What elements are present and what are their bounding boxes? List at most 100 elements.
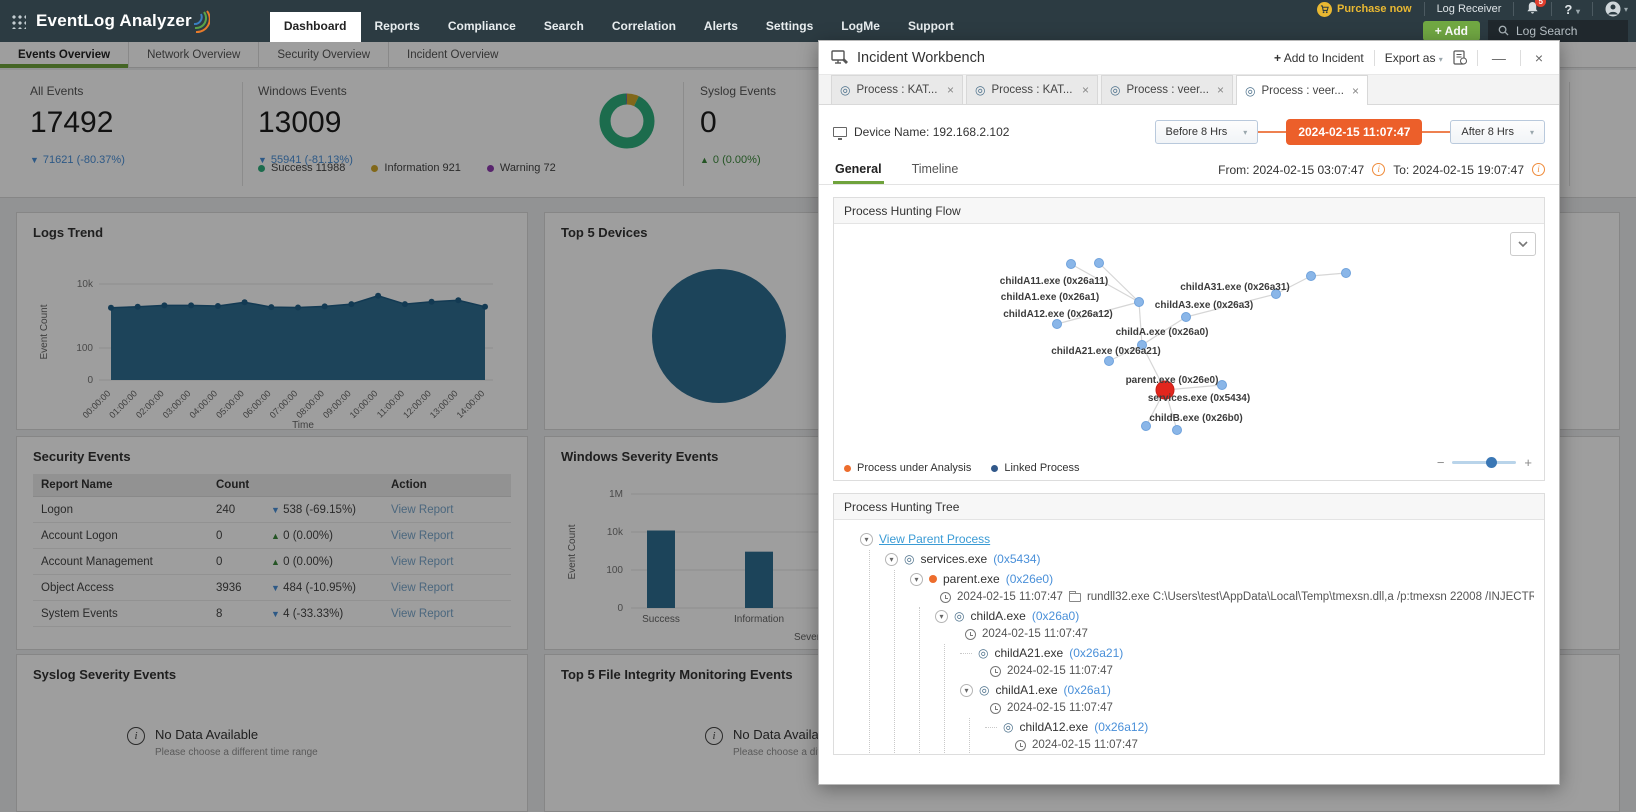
- tab-network-overview[interactable]: Network Overview: [129, 41, 260, 68]
- after-hours-dropdown[interactable]: After 8 Hrs ▾: [1450, 120, 1545, 144]
- add-to-incident-button[interactable]: + Add to Incident: [1274, 50, 1364, 65]
- zoom-slider-thumb[interactable]: [1486, 457, 1498, 468]
- close-tab-icon[interactable]: ×: [1351, 83, 1359, 98]
- close-button[interactable]: ×: [1534, 49, 1543, 66]
- menu-dashboard[interactable]: Dashboard: [269, 12, 361, 42]
- linked-process-node[interactable]: [1137, 340, 1147, 350]
- process-node-label: childA1.exe (0x26a1): [1001, 292, 1099, 303]
- view-parent-process-link[interactable]: View Parent Process: [879, 532, 991, 546]
- log-search-box[interactable]: Log Search: [1488, 19, 1628, 42]
- tab-security-overview[interactable]: Security Overview: [259, 41, 390, 68]
- add-button[interactable]: + Add: [1422, 20, 1480, 41]
- logs-trend-chart: Event Count Time 10k100000:00:0001:00:00…: [39, 279, 493, 431]
- purchase-now-link[interactable]: Purchase now: [1316, 1, 1412, 17]
- tab-timeline[interactable]: Timeline: [911, 161, 959, 176]
- minimize-button[interactable]: —: [1491, 49, 1506, 66]
- close-tab-icon[interactable]: ×: [1216, 83, 1224, 97]
- view-report-link[interactable]: View Report: [391, 503, 454, 516]
- view-report-link[interactable]: View Report: [391, 529, 454, 542]
- tree-collapse-toggle[interactable]: ▾: [960, 683, 973, 697]
- workbench-tabstrip: ◎ Process : KAT... × ◎ Process : KAT... …: [819, 75, 1559, 105]
- info-icon[interactable]: i: [1372, 163, 1386, 176]
- linked-process-node[interactable]: [1341, 268, 1351, 278]
- clock-icon: [990, 665, 1001, 677]
- process-tab-4[interactable]: ◎ Process : veer... ×: [1236, 75, 1368, 105]
- pivot-time-button[interactable]: 2024-02-15 11:07:47: [1286, 119, 1423, 145]
- notifications-bell-icon[interactable]: 5: [1526, 0, 1547, 18]
- process-handle-link[interactable]: (0x26a1): [1063, 683, 1111, 697]
- process-flow-graph: childA11.exe (0x26a11) childA1.exe (0x26a…: [1000, 258, 1351, 435]
- menu-settings[interactable]: Settings: [765, 19, 814, 33]
- process-handle-link[interactable]: (0x26a0): [1031, 609, 1080, 623]
- user-menu[interactable]: ▾: [1605, 1, 1628, 17]
- info-icon[interactable]: i: [1532, 163, 1545, 176]
- process-node-label: childA21.exe (0x26a21): [1051, 346, 1161, 357]
- export-as-button[interactable]: Export as ▾: [1384, 50, 1443, 65]
- process-handle-link[interactable]: (0x26e0): [1005, 572, 1054, 586]
- menu-support[interactable]: Support: [907, 19, 954, 33]
- view-report-link[interactable]: View Report: [391, 607, 454, 620]
- view-report-link[interactable]: View Report: [391, 581, 454, 594]
- process-tab-1[interactable]: ◎ Process : KAT... ×: [831, 75, 963, 104]
- linked-process-node[interactable]: [1172, 425, 1182, 435]
- zoom-in-icon[interactable]: +: [1524, 455, 1532, 470]
- menu-logme[interactable]: LogMe: [841, 19, 880, 33]
- menu-correlation[interactable]: Correlation: [611, 19, 676, 33]
- linked-process-node[interactable]: [1052, 319, 1062, 329]
- menu-alerts[interactable]: Alerts: [703, 19, 738, 33]
- tab-incident-overview[interactable]: Incident Overview: [407, 48, 499, 61]
- linked-process-node[interactable]: [1134, 297, 1144, 307]
- close-tab-icon[interactable]: ×: [946, 83, 954, 97]
- tree-collapse-toggle[interactable]: ▾: [910, 572, 923, 586]
- table-row: Logon 240 ▼ 538 (-69.15%) View Report: [33, 496, 511, 523]
- trend-down-icon: ▼: [258, 155, 267, 165]
- linked-process-node[interactable]: [1094, 258, 1104, 268]
- tree-collapse-toggle[interactable]: ▾: [885, 552, 898, 566]
- process-icon: ◎: [954, 609, 965, 623]
- linked-process-node[interactable]: [1104, 356, 1114, 366]
- analysis-process-node[interactable]: [1155, 380, 1175, 400]
- zoom-out-icon[interactable]: −: [1436, 455, 1445, 470]
- security-events-table: Report Name Count Action Logon 240 ▼ 538 …: [33, 474, 511, 627]
- syslog-events-value: 0: [700, 106, 717, 139]
- linked-process-node[interactable]: [1066, 259, 1076, 269]
- tree-row-childA1: ▾ ◎ childA1.exe (0x26a1): [960, 681, 1534, 699]
- svg-text:0: 0: [617, 603, 623, 614]
- linked-process-node[interactable]: [1306, 271, 1316, 281]
- process-tab-2[interactable]: ◎ Process : KAT... ×: [966, 75, 1098, 104]
- process-icon: ◎: [904, 552, 915, 566]
- process-handle-link[interactable]: (0x26a12): [1094, 720, 1149, 734]
- menu-search[interactable]: Search: [543, 19, 584, 33]
- tree-collapse-toggle[interactable]: ▾: [935, 609, 948, 623]
- collapse-flow-button[interactable]: [1510, 232, 1536, 256]
- process-icon: ◎: [840, 83, 851, 97]
- log-receiver-link[interactable]: Log Receiver: [1436, 3, 1502, 15]
- view-report-link[interactable]: View Report: [391, 555, 454, 568]
- trend-up-icon: ▲: [700, 155, 709, 165]
- process-tab-3[interactable]: ◎ Process : veer... ×: [1101, 75, 1233, 104]
- apps-grid-icon[interactable]: [10, 13, 26, 29]
- tree-row-view-parent: ▾ View Parent Process: [860, 530, 1534, 548]
- menu-reports[interactable]: Reports: [374, 19, 420, 33]
- windows-events-legend: Success 11988 Information 921 Warning 72: [258, 162, 556, 174]
- process-handle-link[interactable]: (0x5434): [993, 552, 1041, 566]
- linked-process-node[interactable]: [1217, 380, 1227, 390]
- linked-process-node[interactable]: [1271, 289, 1281, 299]
- zoom-slider[interactable]: − +: [1437, 455, 1532, 470]
- process-flow-canvas[interactable]: childA11.exe (0x26a11) childA1.exe (0x26a…: [834, 224, 1544, 480]
- svg-text:Event Count: Event Count: [39, 304, 50, 359]
- workbench-icon: [831, 50, 848, 64]
- tab-general[interactable]: General: [833, 156, 884, 184]
- before-hours-dropdown[interactable]: Before 8 Hrs ▾: [1154, 120, 1259, 144]
- help-menu[interactable]: ? ▾: [1564, 1, 1580, 17]
- close-tab-icon[interactable]: ×: [1081, 83, 1089, 97]
- export-report-icon[interactable]: [1453, 50, 1467, 65]
- from-to-range: From: 2024-02-15 03:07:47 i To: 2024-02-1…: [1218, 163, 1545, 177]
- chevron-down-icon: ▾: [1575, 6, 1580, 16]
- linked-process-node[interactable]: [1181, 312, 1191, 322]
- process-handle-link[interactable]: (0x26a21): [1069, 646, 1124, 660]
- linked-process-node[interactable]: [1141, 421, 1151, 431]
- tab-events-overview[interactable]: Events Overview: [0, 41, 130, 68]
- tree-collapse-toggle[interactable]: ▾: [860, 532, 873, 546]
- menu-compliance[interactable]: Compliance: [447, 19, 516, 33]
